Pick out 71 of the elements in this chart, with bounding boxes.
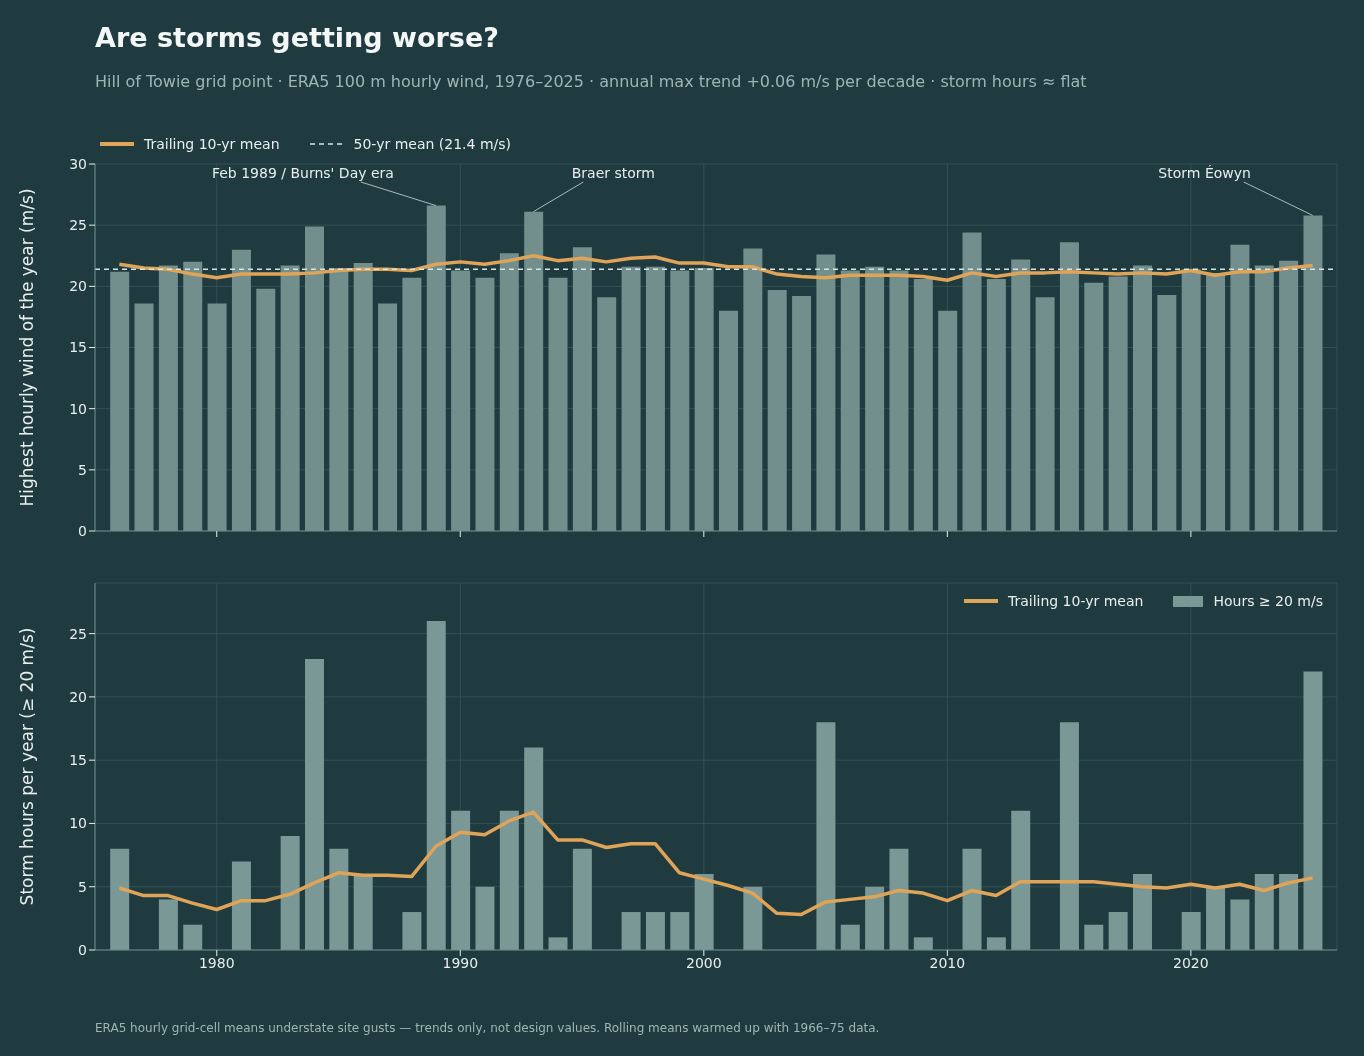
y-axis-title: Highest hourly wind of the year (m/s): [17, 188, 38, 507]
bar: [962, 848, 982, 950]
bar: [1303, 671, 1323, 950]
y-tick-label: 15: [69, 339, 87, 356]
bar: [670, 912, 690, 950]
y-tick-label: 30: [69, 155, 87, 172]
bar: [499, 810, 519, 950]
bar: [913, 937, 933, 950]
bar: [1230, 899, 1250, 950]
x-tick-label: 2000: [686, 954, 722, 971]
x-tick-label: 1980: [198, 954, 235, 971]
line-series: [117, 810, 1315, 917]
y-tick-label: 10: [69, 400, 87, 417]
y-axis-title: Storm hours per year (≥ 20 m/s): [17, 627, 38, 906]
bar: [110, 848, 130, 950]
y-tick-label: 0: [78, 522, 87, 539]
legend-label: Hours ≥ 20 m/s: [1213, 593, 1323, 609]
y-tick-label: 25: [69, 217, 87, 234]
bar: [572, 848, 592, 950]
x-tick-label: 1990: [442, 954, 479, 971]
bar: [183, 924, 203, 950]
bar: [1279, 874, 1299, 950]
bar: [645, 912, 665, 950]
bar: [816, 722, 836, 950]
bar: [1254, 874, 1274, 950]
text: ERA5 hourly grid-cell means understate site gusts — trends only, not design values. Rolling means warmed up with 1966–75 data.: [95, 1021, 880, 1035]
bar: [743, 886, 763, 950]
annotation: Storm Éowyn: [1158, 165, 1251, 181]
bar: [158, 899, 178, 950]
bar: [1206, 886, 1226, 950]
annotation: Braer storm: [571, 165, 655, 181]
annotation: Feb 1989 / Burns' Day era: [211, 165, 394, 181]
bar: [1133, 874, 1152, 950]
y-tick-label: 0: [78, 941, 87, 958]
chart-title: Are storms getting worse?: [95, 22, 499, 53]
legend-label: 50-yr mean (21.4 m/s): [353, 136, 511, 152]
y-tick-label: 5: [78, 461, 87, 478]
bar: [1084, 924, 1104, 950]
bar: [451, 810, 471, 950]
bar: [1108, 912, 1128, 950]
bar: [426, 620, 446, 950]
x-tick-label: 2010: [929, 954, 966, 971]
chart-subtitle: Hill of Towie grid point · ERA5 100 m hourly wind, 1976–2025 · annual max trend +0.06 m/s per decade · storm hours ≈ flat: [95, 72, 1087, 91]
bar: [1181, 912, 1201, 950]
bar: [1059, 722, 1079, 950]
y-tick-label: 20: [69, 688, 87, 705]
y-tick-label: 5: [78, 878, 87, 895]
y-tick-label: 15: [69, 752, 87, 769]
bar: [694, 874, 714, 950]
line-series: [117, 254, 1315, 282]
bar: [889, 848, 909, 950]
bar: [353, 874, 373, 950]
bar: [1011, 810, 1031, 950]
bar: [305, 658, 324, 950]
legend-label: Trailing 10-yr mean: [144, 136, 280, 152]
bar: [986, 937, 1006, 950]
bar: [231, 861, 251, 950]
y-tick-label: 10: [69, 815, 87, 832]
bar: [621, 912, 641, 950]
x-tick-label: 2020: [1173, 954, 1209, 971]
bar: [524, 747, 544, 950]
bar: [280, 836, 300, 950]
legend-label: Trailing 10-yr mean: [1007, 593, 1144, 609]
bar: [865, 886, 885, 950]
bar: [402, 912, 422, 950]
bar: [475, 886, 495, 950]
y-tick-label: 20: [69, 278, 87, 295]
bar: [548, 937, 568, 950]
y-tick-label: 25: [69, 625, 87, 642]
bar: [840, 924, 860, 950]
bar: [329, 848, 349, 950]
